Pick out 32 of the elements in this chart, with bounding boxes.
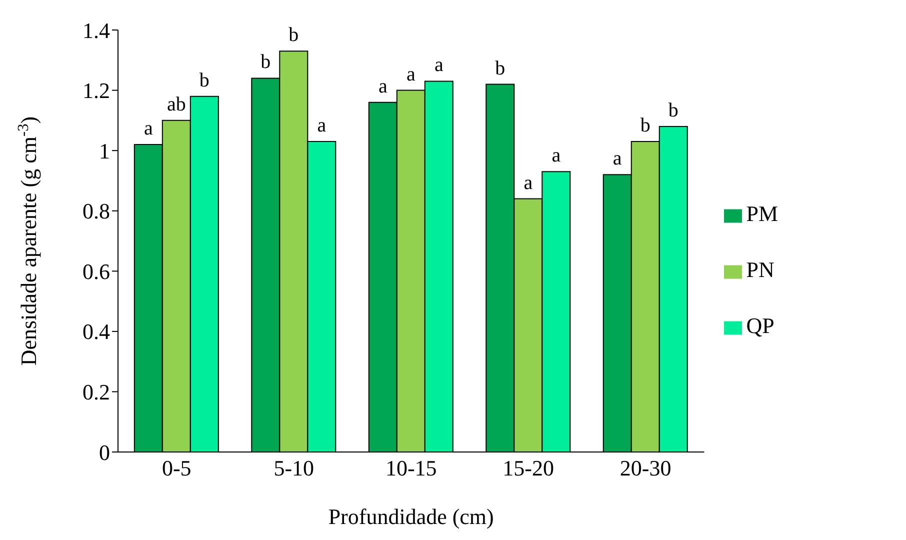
- x-tick-label: 15-20: [502, 456, 554, 481]
- x-tick-label: 20-30: [620, 456, 672, 481]
- data-label: ab: [166, 93, 186, 116]
- data-label: b: [495, 57, 506, 80]
- y-tick-label: 0: [99, 440, 110, 465]
- data-label: b: [288, 24, 299, 46]
- x-axis-title: Profundidade (cm): [328, 504, 494, 529]
- legend-label: QP: [746, 313, 774, 338]
- data-label: b: [668, 99, 678, 122]
- data-label: a: [317, 114, 326, 137]
- y-tick-label: 1.2: [82, 78, 110, 104]
- x-tick-label: 5-10: [274, 456, 314, 481]
- data-label: a: [378, 75, 388, 98]
- data-label: a: [552, 144, 561, 167]
- data-label: a: [434, 54, 444, 76]
- legend-label: PN: [746, 257, 774, 282]
- data-label: b: [199, 69, 210, 92]
- data-label: a: [612, 148, 622, 170]
- y-tick-label: 1: [99, 138, 110, 164]
- y-tick-label: 0.6: [82, 258, 110, 284]
- data-label: b: [640, 114, 650, 137]
- y-tick-label: 0.2: [82, 380, 110, 405]
- data-label: a: [144, 118, 153, 140]
- data-label: a: [406, 63, 416, 86]
- legend-label: PM: [746, 201, 778, 226]
- x-tick-label: 10-15: [385, 456, 437, 481]
- y-tick-label: 1.4: [82, 18, 110, 43]
- y-tick-label: 0.8: [82, 198, 110, 224]
- y-tick-label: 0.4: [82, 319, 110, 344]
- data-label: a: [524, 172, 533, 194]
- x-tick-label: 0-5: [162, 456, 192, 481]
- data-label: b: [260, 51, 271, 74]
